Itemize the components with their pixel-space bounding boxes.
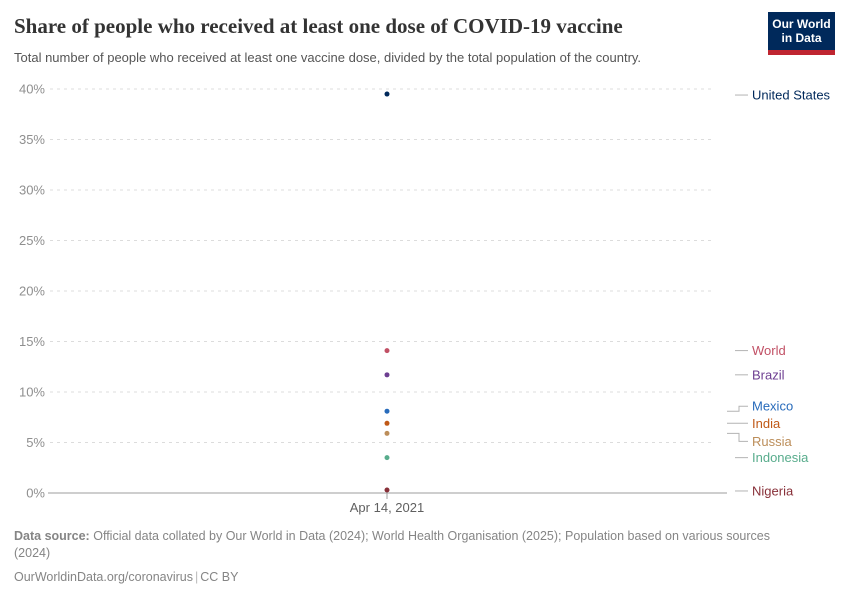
entity-label-world[interactable]: World [752, 343, 786, 358]
data-point-russia[interactable] [384, 430, 390, 436]
license-note: OurWorldinData.org/coronavirus | CC BY [14, 569, 806, 586]
data-point-nigeria[interactable] [384, 487, 390, 493]
data-point-indonesia[interactable] [384, 455, 390, 461]
label-connector-russia [727, 432, 748, 442]
data-source-text: Official data collated by Our World in D… [14, 529, 770, 560]
y-tick-label-5: 5% [26, 435, 45, 450]
entity-label-brazil[interactable]: Brazil [752, 367, 785, 382]
data-point-world[interactable] [384, 348, 390, 354]
owid-logo-line1: Our World [772, 16, 831, 31]
entity-label-mexico[interactable]: Mexico [752, 399, 793, 414]
footer-separator: | [195, 569, 199, 584]
data-point-india[interactable] [384, 420, 390, 426]
y-tick-label-15: 15% [19, 334, 45, 349]
entity-label-united-states[interactable]: United States [752, 88, 831, 103]
y-tick-label-10: 10% [19, 385, 45, 400]
data-point-mexico[interactable] [384, 408, 390, 414]
chart-footer: Data source: Official data collated by O… [14, 528, 806, 586]
data-point-brazil[interactable] [384, 372, 390, 378]
owid-logo-line2: in Data [781, 31, 822, 45]
scatter-chart: 0% 5% 10% 15% 20% 25% 30% 35% 40% Apr 14, 2021 Uni… [19, 82, 831, 516]
entity-label-nigeria[interactable]: Nigeria [752, 483, 794, 498]
chart-subtitle: Total number of people who received at l… [14, 50, 642, 65]
chart-title: Share of people who received at least on… [14, 14, 623, 38]
license-label: CC BY [200, 569, 239, 584]
owid-logo[interactable]: Our World in Data [768, 12, 835, 55]
x-axis-date-label: Apr 14, 2021 [350, 500, 424, 515]
data-source-note: Data source: Official data collated by O… [14, 528, 806, 562]
y-tick-label-25: 25% [19, 233, 45, 248]
y-tick-label-40: 40% [19, 82, 45, 97]
y-tick-label-0: 0% [26, 486, 45, 501]
entity-label-indonesia[interactable]: Indonesia [752, 450, 809, 465]
y-tick-label-20: 20% [19, 284, 45, 299]
entity-label-russia[interactable]: Russia [752, 434, 793, 449]
y-tick-label-30: 30% [19, 183, 45, 198]
label-connector-mexico [727, 405, 748, 412]
y-tick-label-35: 35% [19, 132, 45, 147]
entity-label-india[interactable]: India [752, 416, 781, 431]
data-source-label: Data source: [14, 529, 90, 543]
data-point-united-states[interactable] [384, 91, 390, 97]
owid-url-link[interactable]: OurWorldinData.org/coronavirus [14, 569, 194, 584]
